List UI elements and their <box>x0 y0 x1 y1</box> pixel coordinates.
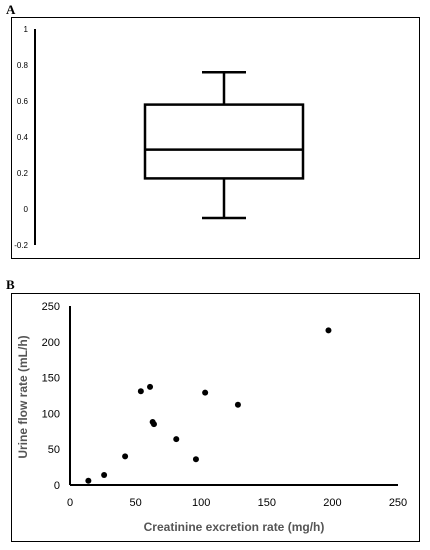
iqr-box <box>143 103 305 180</box>
scatter-point <box>122 453 129 460</box>
scatter-y-tick-label: 0 <box>54 480 60 492</box>
scatter-y-tick-label: 200 <box>42 337 60 349</box>
scatter-point <box>173 436 180 443</box>
scatter-x-tick-label: 250 <box>389 497 407 509</box>
scatter-x-tick-label: 50 <box>129 497 141 509</box>
scatter-x-tick-label: 0 <box>67 497 73 509</box>
scatter-y-tick-label: 250 <box>42 301 60 313</box>
scatter-point <box>234 401 241 408</box>
scatter-point <box>101 471 108 478</box>
scatter-point <box>192 456 199 463</box>
scatter-x-tick-label: 150 <box>258 497 276 509</box>
scatter-y-tick-label: 150 <box>42 373 60 385</box>
scatter-plot-frame <box>11 293 420 542</box>
scatter-point <box>325 327 332 334</box>
panel-label-a: A <box>6 2 16 17</box>
scatter-x-tick-label: 100 <box>192 497 210 509</box>
scatter-point <box>85 477 92 484</box>
scatter-point <box>202 389 209 396</box>
panel-label-b: B <box>6 277 15 292</box>
scatter-y-tick-label: 100 <box>42 408 60 420</box>
scatter-y-tick-label: 50 <box>48 444 60 456</box>
y-tick-label: 0.4 <box>17 133 29 142</box>
scatter-point <box>150 421 157 428</box>
y-tick-label: 0.8 <box>17 61 29 70</box>
y-tick-label: 0.6 <box>17 97 29 106</box>
y-tick-label: 0 <box>24 205 29 214</box>
y-tick-label: 0.2 <box>17 169 29 178</box>
y-axis-title: Urine flow rate (mL/h) <box>16 335 30 458</box>
x-axis-title: Creatinine excretion rate (mg/h) <box>144 520 325 534</box>
scatter-point <box>147 383 154 390</box>
scatter-x-tick-label: 200 <box>323 497 341 509</box>
scatter-point <box>137 388 144 395</box>
y-tick-label: -0.2 <box>14 241 28 250</box>
y-tick-label: 1 <box>24 25 29 34</box>
